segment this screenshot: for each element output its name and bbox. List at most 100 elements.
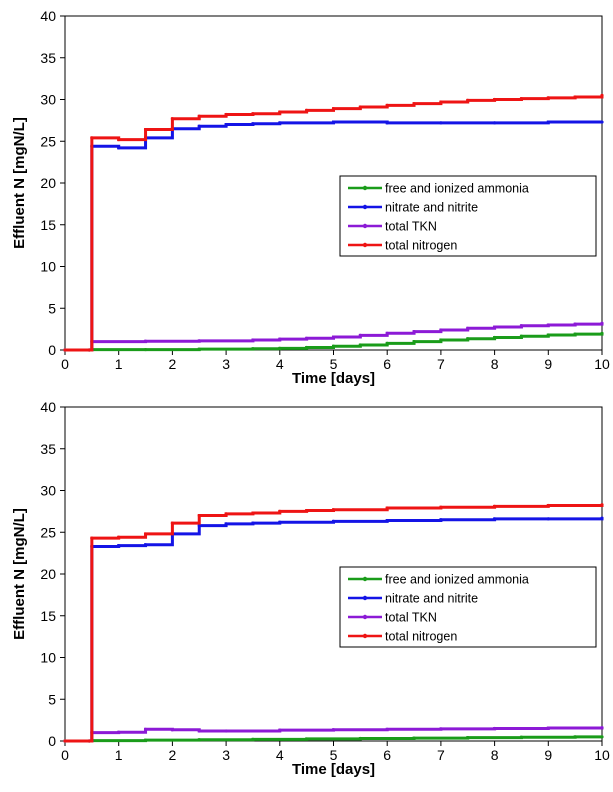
data-point: [573, 322, 577, 326]
legend-marker: [362, 595, 368, 601]
data-point: [331, 519, 336, 523]
x-tick-label: 1: [115, 356, 123, 372]
data-point: [546, 323, 550, 327]
data-point: [117, 730, 121, 734]
data-point: [600, 735, 604, 739]
data-point: [600, 503, 604, 507]
data-point: [197, 513, 201, 518]
data-point: [197, 339, 201, 343]
data-point: [439, 328, 443, 332]
data-point: [331, 344, 336, 348]
data-point: [305, 345, 309, 350]
data-point: [197, 729, 201, 733]
data-point: [493, 517, 497, 521]
y-axis-label: Effluent N [mgN/L]: [11, 508, 28, 640]
data-point: [546, 726, 550, 730]
data-point: [143, 339, 148, 343]
data-point: [493, 726, 497, 731]
data-point: [87, 739, 91, 743]
x-tick-label: 10: [594, 747, 610, 763]
data-point: [439, 100, 443, 104]
data-point: [224, 522, 228, 526]
data-point: [305, 336, 309, 340]
data-point: [278, 520, 282, 524]
data-point: [224, 729, 228, 733]
x-tick-label: 8: [491, 747, 499, 763]
data-point: [600, 726, 604, 730]
y-tick-label: 25: [40, 133, 56, 149]
data-point: [385, 103, 389, 107]
legend-label: total nitrogen: [385, 630, 457, 644]
series-line-3: [65, 504, 604, 743]
data-point: [90, 536, 94, 540]
data-point: [385, 341, 389, 345]
data-point: [278, 110, 282, 114]
y-tick-label: 25: [40, 524, 56, 540]
data-point: [600, 120, 604, 124]
data-point: [251, 122, 255, 126]
data-point: [519, 334, 524, 338]
y-tick-label: 5: [48, 300, 56, 316]
data-point: [251, 737, 255, 741]
data-point: [493, 504, 497, 508]
y-tick-label: 20: [40, 175, 56, 191]
data-point: [331, 335, 336, 339]
y-tick-label: 10: [40, 259, 56, 275]
data-point: [251, 347, 255, 351]
x-tick-label: 6: [383, 356, 391, 372]
y-tick-label: 40: [40, 8, 56, 24]
x-tick-label: 0: [61, 747, 69, 763]
data-point: [305, 108, 309, 112]
x-axis-label: Time [days]: [292, 761, 375, 778]
data-point: [519, 324, 524, 328]
data-point: [251, 521, 255, 525]
x-tick-label: 9: [544, 356, 552, 372]
x-tick-label: 7: [437, 747, 445, 763]
y-tick-label: 30: [40, 92, 56, 108]
legend-box: [339, 566, 597, 648]
legend-marker: [362, 185, 368, 191]
data-point: [466, 326, 470, 330]
data-point: [358, 736, 362, 741]
data-point: [143, 127, 148, 132]
data-point: [439, 121, 443, 125]
x-tick-label: 5: [330, 356, 338, 372]
data-point: [331, 107, 336, 111]
data-point: [278, 728, 282, 732]
data-point: [87, 348, 91, 352]
data-point: [251, 112, 255, 116]
y-tick-label: 35: [40, 441, 56, 457]
y-tick-label: 40: [40, 399, 56, 415]
legend-label: free and ionized ammonia: [385, 573, 529, 587]
data-point: [385, 506, 389, 510]
y-tick-label: 10: [40, 650, 56, 666]
data-point: [412, 102, 416, 106]
legend-label: total nitrogen: [385, 239, 457, 253]
data-point: [439, 338, 443, 342]
data-point: [600, 321, 604, 325]
data-point: [385, 331, 389, 335]
data-point: [546, 120, 550, 124]
data-point: [197, 523, 201, 528]
x-tick-label: 4: [276, 356, 284, 372]
data-point: [385, 121, 389, 125]
y-tick-label: 5: [48, 691, 56, 707]
data-point: [197, 124, 201, 128]
legend-label: nitrate and nitrite: [385, 201, 478, 215]
legend-box: [339, 175, 597, 257]
x-tick-label: 2: [169, 747, 177, 763]
data-point: [63, 348, 67, 352]
data-point: [385, 727, 389, 731]
data-point: [331, 120, 336, 124]
data-point: [170, 521, 174, 525]
x-tick-label: 1: [115, 747, 123, 763]
data-point: [305, 737, 309, 741]
data-point: [305, 508, 309, 513]
x-tick-label: 3: [222, 356, 230, 372]
x-tick-label: 4: [276, 747, 284, 763]
legend-marker: [362, 576, 368, 582]
legend-label: total TKN: [385, 220, 437, 234]
data-point: [197, 114, 201, 118]
data-point: [143, 532, 148, 536]
